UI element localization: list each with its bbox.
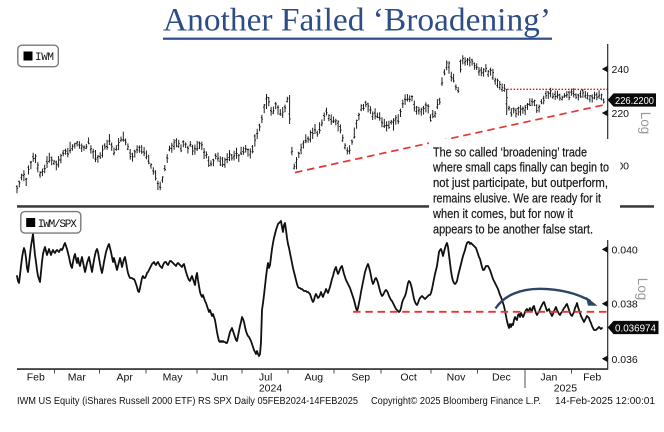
- svg-text:Feb: Feb: [583, 372, 601, 384]
- svg-text:not just participate, but outp: not just participate, but outperform,: [433, 175, 608, 190]
- svg-text:The so called ‘broadening’ tra: The so called ‘broadening’ trade: [433, 144, 587, 159]
- svg-text:Feb: Feb: [27, 372, 45, 384]
- svg-text:0.038: 0.038: [612, 299, 638, 311]
- svg-text:Mar: Mar: [68, 372, 87, 384]
- svg-text:Sep: Sep: [351, 372, 370, 384]
- svg-text:Copyright© 2025 Bloomberg Fina: Copyright© 2025 Bloomberg Finance L.P.: [371, 396, 541, 407]
- svg-text:appears to be another false st: appears to be another false start.: [433, 222, 593, 237]
- svg-text:IWM: IWM: [35, 52, 54, 64]
- svg-text:14-Feb-2025 12:00:01: 14-Feb-2025 12:00:01: [555, 396, 655, 407]
- svg-text:Dec: Dec: [492, 372, 511, 384]
- svg-text:0.036: 0.036: [612, 354, 638, 366]
- svg-text:May: May: [163, 372, 184, 384]
- svg-text:Aug: Aug: [304, 372, 323, 384]
- svg-text:240: 240: [612, 64, 630, 76]
- svg-text:Apr: Apr: [117, 372, 134, 384]
- svg-text:when it comes, but for now it: when it comes, but for now it: [432, 206, 573, 221]
- svg-text:Another Failed ‘Broadening’: Another Failed ‘Broadening’: [163, 3, 551, 39]
- svg-text:Log: Log: [638, 112, 653, 135]
- svg-text:2024: 2024: [259, 383, 283, 395]
- svg-text:226.2200: 226.2200: [615, 96, 654, 107]
- svg-text:where small caps finally can b: where small caps finally can begin to: [432, 160, 609, 175]
- svg-text:0.040: 0.040: [612, 244, 638, 256]
- svg-text:Jan: Jan: [540, 372, 557, 384]
- svg-text:Nov: Nov: [447, 372, 466, 384]
- svg-text:Log: Log: [635, 278, 650, 301]
- svg-text:IWM/SPX: IWM/SPX: [38, 219, 77, 231]
- svg-text:remains elusive. We are ready: remains elusive. We are ready for it: [433, 191, 601, 206]
- svg-text:2025: 2025: [554, 383, 578, 395]
- svg-text:Jul: Jul: [259, 372, 272, 384]
- svg-text:IWM US Equity (iShares Russell: IWM US Equity (iShares Russell 2000 ETF)…: [17, 396, 358, 407]
- svg-text:0.036974: 0.036974: [615, 323, 656, 334]
- svg-text:Oct: Oct: [400, 372, 416, 384]
- svg-text:220: 220: [612, 108, 630, 120]
- svg-text:Jun: Jun: [211, 372, 228, 384]
